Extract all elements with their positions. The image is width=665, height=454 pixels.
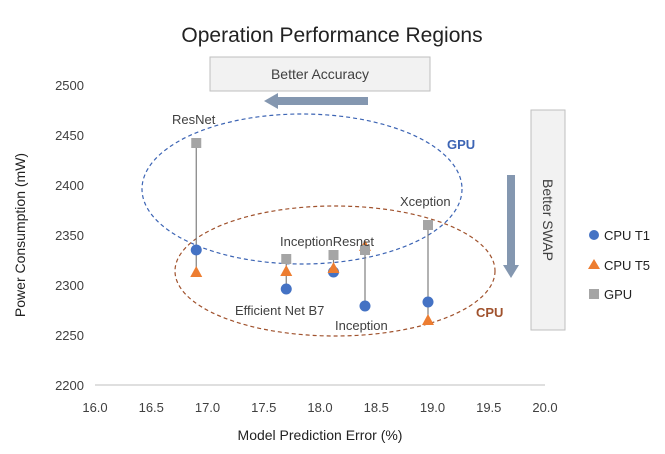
gpu-point: [423, 220, 433, 230]
legend: CPU T1 CPU T5 GPU: [588, 228, 650, 302]
cpu-region-ellipse: [174, 205, 496, 337]
cpu-t5-point: [422, 314, 434, 325]
legend-cpu-t5-label: CPU T5: [604, 258, 650, 273]
down-arrow-icon: [503, 175, 519, 278]
x-tick-label: 16.0: [82, 400, 107, 415]
y-tick-label: 2200: [55, 378, 84, 393]
data-markers: [190, 138, 434, 325]
y-tick-label: 2300: [55, 278, 84, 293]
cpu-t1-point: [280, 283, 292, 295]
connector-lines: [195, 143, 429, 320]
point-label-inception: Inception: [335, 318, 388, 333]
better-accuracy-label: Better Accuracy: [271, 66, 369, 82]
x-tick-label: 18.5: [364, 400, 389, 415]
x-tick-label: 18.0: [307, 400, 332, 415]
gpu-point: [328, 250, 339, 260]
y-tick-label: 2400: [55, 178, 84, 193]
x-tick-label: 20.0: [532, 400, 557, 415]
point-label-xception: Xception: [400, 194, 451, 209]
x-tick-label: 16.5: [139, 400, 164, 415]
cpu-t5-point: [280, 265, 293, 276]
cpu-t5-point: [327, 262, 340, 273]
y-axis-title: Power Consumption (mW): [12, 153, 28, 317]
cpu-t1-point: [422, 296, 434, 308]
left-arrow-icon: [264, 93, 368, 109]
point-label-inceptionresnet: InceptionResnet: [280, 234, 374, 249]
legend-gpu-label: GPU: [604, 287, 632, 302]
better-swap-box: [530, 109, 566, 331]
x-tick-label: 19.5: [476, 400, 501, 415]
y-tick-label: 2500: [55, 78, 84, 93]
legend-cpu-t1-label: CPU T1: [604, 228, 650, 243]
legend-gpu-marker: [589, 289, 599, 299]
y-tick-labels: 2200 2250 2300 2350 2400 2450 2500: [55, 78, 84, 393]
cpu-region-label: CPU: [476, 305, 503, 320]
y-tick-label: 2350: [55, 228, 84, 243]
y-tick-label: 2450: [55, 128, 84, 143]
gpu-point: [191, 138, 202, 148]
better-accuracy-box: [209, 56, 431, 92]
cpu-t5-point: [190, 266, 203, 277]
x-tick-label: 17.0: [195, 400, 220, 415]
legend-cpu-t5-marker: [588, 259, 600, 269]
point-label-efficientnet: Efficient Net B7: [235, 303, 324, 318]
x-tick-label: 19.0: [420, 400, 445, 415]
gpu-point: [281, 254, 292, 264]
x-tick-label: 17.5: [251, 400, 276, 415]
x-axis-title: Model Prediction Error (%): [238, 427, 403, 443]
better-swap-label: Better SWAP: [540, 179, 556, 261]
cpu-t1-point: [359, 300, 371, 312]
cpu-t1-point: [190, 244, 202, 256]
legend-cpu-t1-marker: [589, 230, 599, 240]
x-tick-labels: 16.0 16.5 17.0 17.5 18.0 18.5 19.0 19.5 20.0: [82, 400, 557, 415]
chart-title: Operation Performance Regions: [181, 24, 482, 47]
point-label-resnet: ResNet: [172, 112, 216, 127]
gpu-region-ellipse: [141, 113, 463, 265]
y-tick-label: 2250: [55, 328, 84, 343]
gpu-region-label: GPU: [447, 137, 475, 152]
gpu-point: [360, 245, 370, 255]
